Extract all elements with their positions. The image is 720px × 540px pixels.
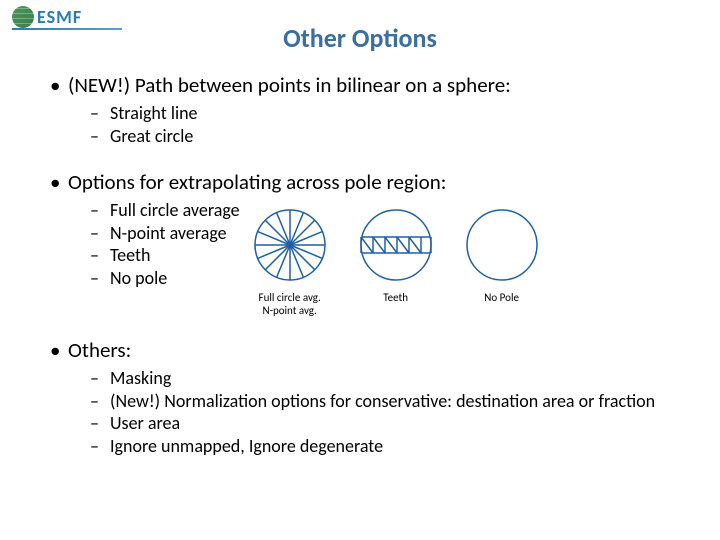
- bullet-others: Others:: [68, 337, 680, 363]
- logo-underline: [12, 28, 122, 30]
- label-nopole: No Pole: [484, 291, 519, 304]
- sub-npoint: N-point average: [110, 222, 240, 245]
- sub-user-area: User area: [110, 412, 680, 435]
- sub-nopole: No pole: [110, 267, 240, 290]
- label-full-circle: Full circle avg. N-point avg.: [259, 291, 321, 317]
- logo-globe-icon: [12, 6, 34, 28]
- diagram-row: Full circle avg. N-point avg. Teeth No P…: [250, 205, 542, 317]
- sub-teeth: Teeth: [110, 244, 240, 267]
- sub-masking: Masking: [110, 367, 680, 390]
- sub-list-extrapolate: Full circle average N-point average Teet…: [110, 199, 240, 289]
- sub-list-path: Straight line Great circle: [110, 102, 680, 147]
- teeth-icon: [356, 205, 436, 285]
- logo: ESMF: [12, 6, 122, 28]
- diagram-teeth: Teeth: [356, 205, 436, 304]
- sub-normalization: (New!) Normalization options for conserv…: [110, 390, 680, 413]
- no-pole-icon: [462, 205, 542, 285]
- label-full-circle-l2: N-point avg.: [262, 304, 316, 317]
- sub-straight-line: Straight line: [110, 102, 680, 125]
- label-full-circle-l1: Full circle avg.: [259, 291, 321, 304]
- diagram-nopole: No Pole: [462, 205, 542, 304]
- slide-content: (NEW!) Path between points in bilinear o…: [0, 54, 720, 457]
- label-teeth: Teeth: [383, 291, 408, 304]
- logo-text: ESMF: [37, 6, 82, 28]
- bullet-path: (NEW!) Path between points in bilinear o…: [68, 72, 680, 98]
- full-circle-icon: [250, 205, 330, 285]
- sub-list-others: Masking (New!) Normalization options for…: [110, 367, 680, 457]
- sub-ignore: Ignore unmapped, Ignore degenerate: [110, 435, 680, 458]
- diagram-full-circle: Full circle avg. N-point avg.: [250, 205, 330, 317]
- bullet-extrapolate: Options for extrapolating across pole re…: [68, 169, 680, 195]
- sub-full-circle: Full circle average: [110, 199, 240, 222]
- sub-great-circle: Great circle: [110, 125, 680, 148]
